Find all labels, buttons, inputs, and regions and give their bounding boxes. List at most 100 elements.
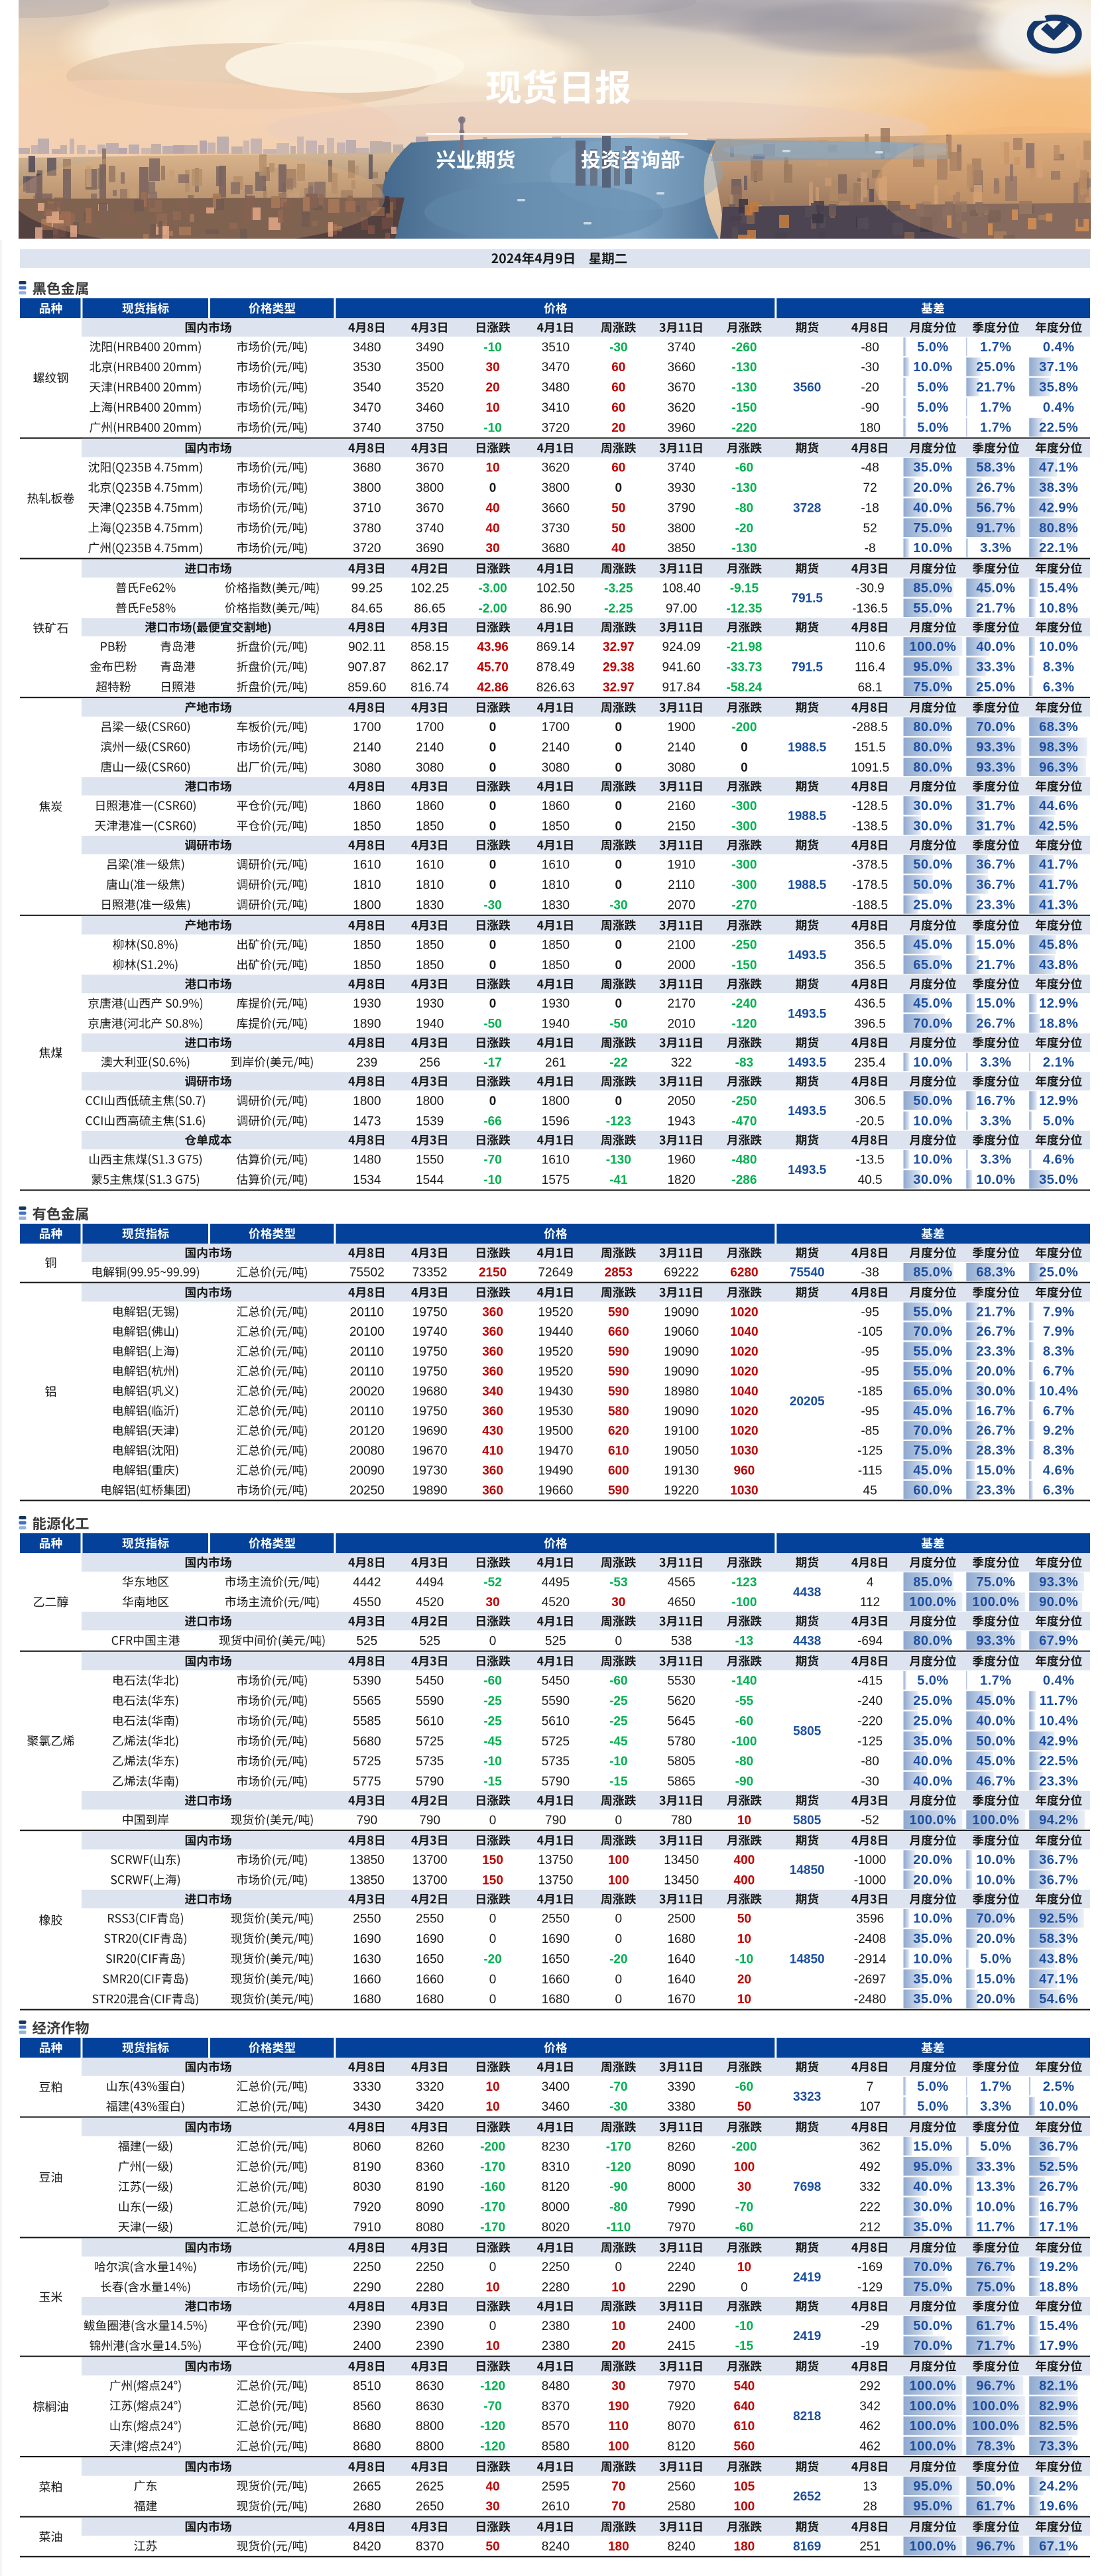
svg-text:5565: 5565 [353,1694,381,1708]
svg-text:8190: 8190 [353,2160,381,2174]
svg-text:1493.5: 1493.5 [788,1056,827,1070]
svg-text:19050: 19050 [664,1444,699,1458]
svg-text:0: 0 [615,1634,623,1648]
svg-text:84.65: 84.65 [351,602,383,616]
svg-text:1820: 1820 [667,1173,695,1187]
svg-text:360: 360 [482,1325,503,1339]
svg-text:251: 251 [859,2540,881,2553]
svg-text:5.0%: 5.0% [917,381,949,395]
svg-text:-128.5: -128.5 [852,799,888,813]
svg-text:-80: -80 [609,2201,627,2215]
svg-text:45.0%: 45.0% [913,1404,952,1419]
svg-text:5805: 5805 [793,1814,822,1828]
svg-text:96.3%: 96.3% [1039,760,1078,775]
svg-text:18980: 18980 [664,1385,699,1399]
svg-text:80.0%: 80.0% [913,1633,952,1648]
svg-text:-129: -129 [857,2281,883,2295]
svg-text:61.7%: 61.7% [976,2499,1015,2514]
svg-text:2000: 2000 [667,959,695,972]
svg-text:-120: -120 [480,2420,505,2433]
svg-text:19740: 19740 [412,1325,448,1339]
svg-text:-2408: -2408 [854,1932,887,1946]
svg-text:52.5%: 52.5% [1039,2160,1078,2174]
svg-text:5865: 5865 [667,1775,695,1789]
svg-text:2250: 2250 [542,2260,570,2274]
svg-text:492: 492 [859,2160,881,2174]
svg-text:13750: 13750 [538,1873,573,1887]
svg-text:8000: 8000 [667,2180,695,2194]
svg-text:1480: 1480 [353,1153,381,1167]
svg-text:3390: 3390 [667,2080,695,2094]
svg-text:3080: 3080 [667,761,695,775]
svg-text:1943: 1943 [667,1114,695,1128]
svg-text:75.0%: 75.0% [976,2280,1015,2295]
svg-text:3080: 3080 [416,761,444,775]
svg-text:5780: 5780 [667,1735,695,1749]
svg-text:1850: 1850 [416,819,444,833]
svg-text:2100: 2100 [667,939,695,953]
svg-text:-130: -130 [731,361,757,375]
svg-text:8560: 8560 [353,2400,381,2414]
svg-text:1.7%: 1.7% [980,2079,1012,2094]
svg-text:85.0%: 85.0% [913,581,952,595]
svg-text:1493.5: 1493.5 [788,1163,827,1177]
svg-text:3670: 3670 [416,501,444,515]
svg-text:36.7%: 36.7% [1039,1873,1078,1887]
svg-text:19090: 19090 [664,1305,699,1319]
svg-text:-25: -25 [483,1694,502,1708]
svg-text:-250: -250 [731,1094,757,1108]
svg-text:8120: 8120 [667,2440,695,2454]
svg-text:42.9%: 42.9% [1039,500,1078,515]
svg-text:-95: -95 [861,1305,879,1319]
svg-text:-286: -286 [731,1173,757,1187]
svg-text:41.7%: 41.7% [1039,858,1078,872]
svg-text:-138.5: -138.5 [852,819,888,833]
svg-text:95.0%: 95.0% [913,2499,952,2514]
svg-text:1830: 1830 [542,898,570,912]
svg-text:-115: -115 [858,1464,883,1478]
svg-text:13450: 13450 [664,1873,699,1887]
svg-text:1550: 1550 [416,1153,444,1167]
svg-text:-10: -10 [483,421,501,435]
svg-text:19490: 19490 [538,1464,573,1478]
svg-text:78.3%: 78.3% [976,2439,1015,2454]
svg-text:-123: -123 [731,1576,757,1590]
svg-text:28: 28 [863,2500,877,2514]
svg-text:-80: -80 [735,1755,753,1769]
svg-text:-200: -200 [731,2140,757,2154]
svg-text:-3.25: -3.25 [604,581,633,595]
svg-text:5590: 5590 [416,1694,444,1708]
svg-text:3460: 3460 [416,401,444,415]
svg-text:60: 60 [611,401,625,415]
svg-text:15.0%: 15.0% [976,996,1015,1011]
svg-text:65.0%: 65.0% [913,958,952,972]
svg-text:-30: -30 [861,361,879,375]
svg-text:356.5: 356.5 [854,959,886,972]
svg-text:16.7%: 16.7% [976,1094,1015,1108]
svg-text:8.3%: 8.3% [1043,1344,1075,1359]
svg-text:35.0%: 35.0% [913,1932,952,1946]
svg-text:33.3%: 33.3% [976,660,1015,674]
svg-text:212: 212 [859,2221,881,2235]
svg-text:-95: -95 [861,1405,879,1419]
svg-text:23.3%: 23.3% [1039,1775,1078,1789]
svg-text:1660: 1660 [416,1973,444,1987]
svg-text:20090: 20090 [349,1464,385,1478]
svg-text:93.3%: 93.3% [976,1633,1015,1648]
svg-text:23.3%: 23.3% [976,1483,1015,1497]
svg-text:-20: -20 [861,381,879,395]
svg-text:8060: 8060 [353,2140,381,2154]
svg-text:3320: 3320 [416,2080,444,2094]
svg-text:15.4%: 15.4% [1039,581,1078,595]
svg-text:30.0%: 30.0% [913,819,952,833]
svg-text:-22: -22 [609,1056,627,1070]
svg-text:19090: 19090 [664,1365,699,1379]
svg-text:31.7%: 31.7% [976,819,1015,833]
svg-text:8030: 8030 [353,2180,381,2194]
svg-text:0: 0 [615,1814,623,1828]
svg-text:-260: -260 [731,341,757,355]
svg-text:26.7%: 26.7% [976,1017,1015,1031]
svg-text:-120: -120 [480,2440,505,2454]
svg-text:0: 0 [615,1932,623,1946]
svg-text:26.7%: 26.7% [976,1324,1015,1339]
